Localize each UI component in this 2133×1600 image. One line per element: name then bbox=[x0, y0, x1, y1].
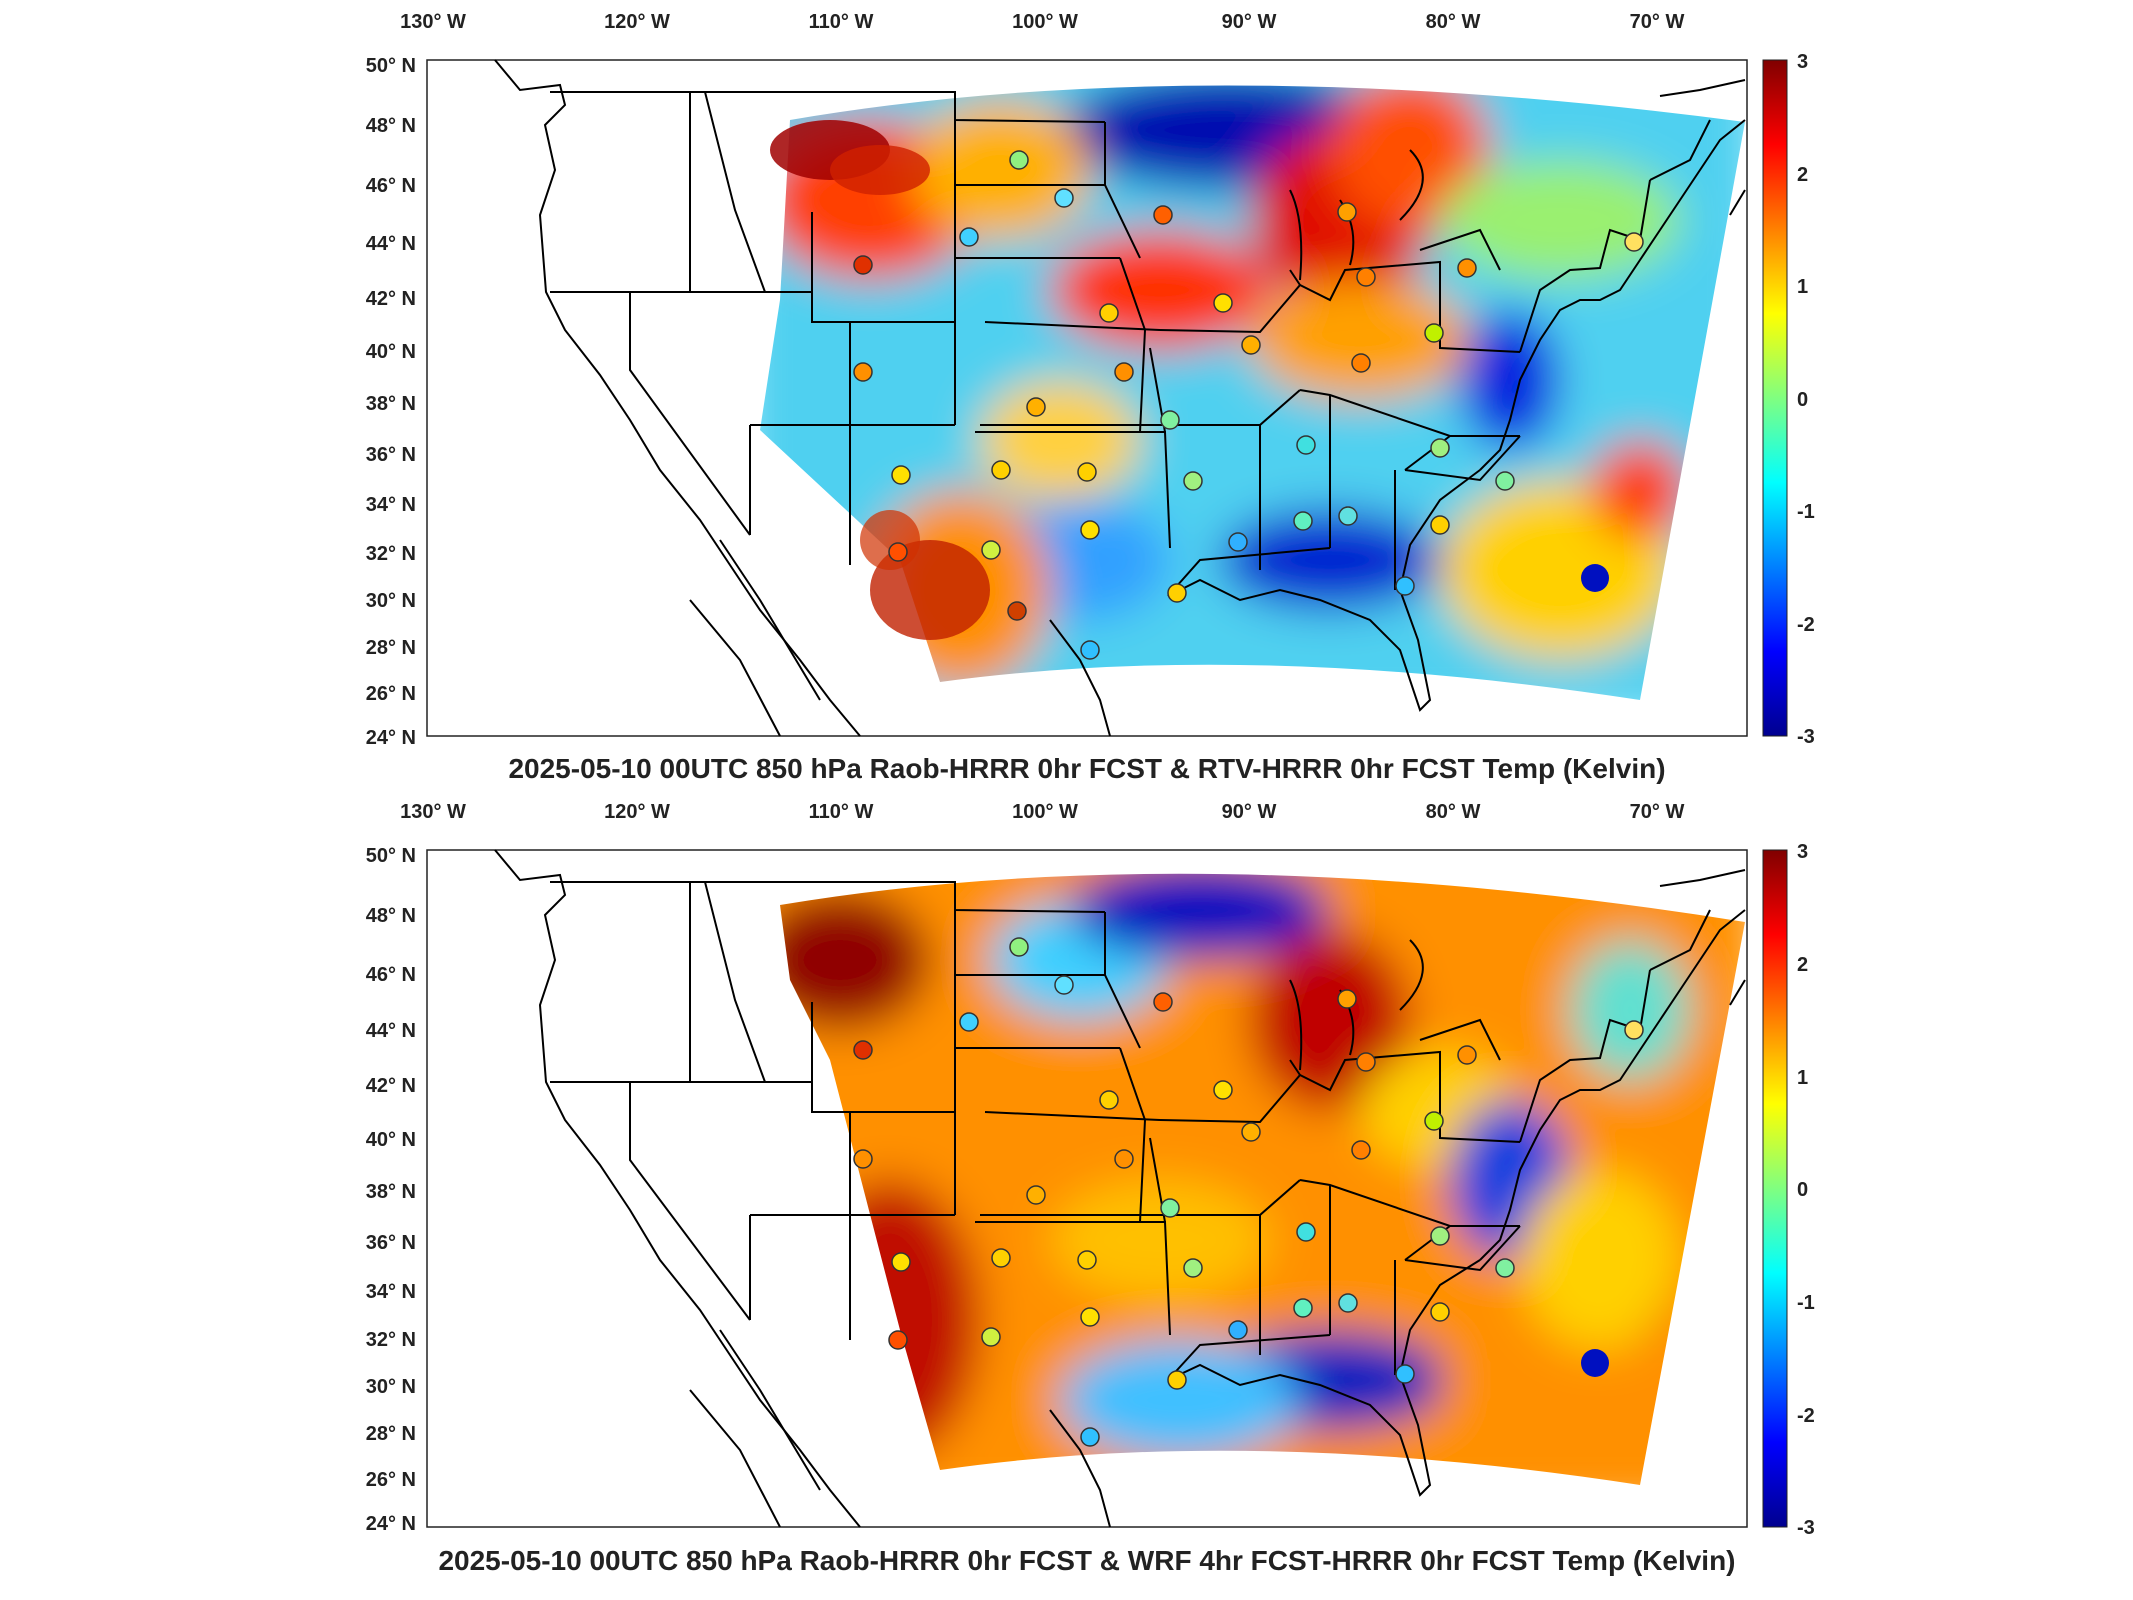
panel-bottom: 130° W 120° W 110° W 100° W 90° W 80° W … bbox=[366, 801, 1815, 1576]
lon-label: 90° W bbox=[1222, 11, 1277, 33]
lon-label: 90° W bbox=[1222, 801, 1277, 823]
lon-label: 110° W bbox=[809, 801, 874, 823]
colorbar-label: -2 bbox=[1797, 614, 1815, 636]
lat-label: 36° N bbox=[366, 444, 416, 466]
colorbar-label: 1 bbox=[1797, 1067, 1808, 1089]
state-borders bbox=[550, 91, 1711, 597]
lon-label: 120° W bbox=[604, 801, 670, 823]
lat-label: 32° N bbox=[366, 543, 416, 565]
lat-label: 24° N bbox=[366, 1513, 416, 1535]
colorbar-gradient bbox=[1762, 59, 1788, 737]
raob-stations bbox=[853, 937, 1644, 1447]
western-speckles bbox=[770, 120, 990, 640]
colorbar-label: 0 bbox=[1797, 389, 1808, 411]
lat-label: 44° N bbox=[366, 1020, 416, 1042]
lon-label: 70° W bbox=[1630, 11, 1685, 33]
lat-label: 42° N bbox=[366, 288, 416, 310]
lat-label: 36° N bbox=[366, 1232, 416, 1254]
lon-label: 80° W bbox=[1426, 801, 1481, 823]
colorbar-label: 0 bbox=[1797, 1179, 1808, 1201]
lat-label: 50° N bbox=[366, 55, 416, 77]
colorbar-label: -1 bbox=[1797, 501, 1815, 523]
lon-label: 110° W bbox=[809, 11, 874, 33]
colorbar: 3 2 1 0 -1 -2 -3 bbox=[1762, 841, 1815, 1539]
lat-label: 32° N bbox=[366, 1329, 416, 1351]
panel-top: 130° W 120° W 110° W 100° W 90° W 80° W … bbox=[366, 11, 1815, 784]
colorbar-label: -3 bbox=[1797, 1517, 1815, 1539]
lat-label: 24° N bbox=[366, 727, 416, 749]
coastlines bbox=[494, 59, 1746, 737]
lat-label: 44° N bbox=[366, 233, 416, 255]
lat-label: 34° N bbox=[366, 1281, 416, 1303]
lat-axis-labels: 50° N 48° N 46° N 44° N 42° N 40° N 38° … bbox=[366, 845, 416, 1535]
temperature-field bbox=[780, 873, 1745, 1485]
lat-label: 46° N bbox=[366, 175, 416, 197]
colorbar-label: 3 bbox=[1797, 51, 1808, 73]
lat-label: 48° N bbox=[366, 115, 416, 137]
lat-label: 50° N bbox=[366, 845, 416, 867]
lon-label: 100° W bbox=[1012, 801, 1078, 823]
lat-label: 34° N bbox=[366, 494, 416, 516]
lat-label: 46° N bbox=[366, 964, 416, 986]
lat-label: 38° N bbox=[366, 1181, 416, 1203]
state-borders bbox=[550, 881, 1711, 1381]
colorbar-label: 2 bbox=[1797, 164, 1808, 186]
lon-axis-labels: 130° W 120° W 110° W 100° W 90° W 80° W … bbox=[400, 801, 1684, 823]
lon-label: 100° W bbox=[1012, 11, 1078, 33]
lat-label: 40° N bbox=[366, 341, 416, 363]
lon-axis-labels: 130° W 120° W 110° W 100° W 90° W 80° W … bbox=[400, 11, 1684, 33]
lon-label: 80° W bbox=[1426, 11, 1481, 33]
coastlines bbox=[494, 849, 1746, 1528]
colorbar-label: -2 bbox=[1797, 1405, 1815, 1427]
lat-label: 28° N bbox=[366, 1423, 416, 1445]
lat-label: 30° N bbox=[366, 590, 416, 612]
lat-axis-labels: 50° N 48° N 46° N 44° N 42° N 40° N 38° … bbox=[366, 55, 416, 749]
lat-label: 26° N bbox=[366, 683, 416, 705]
colorbar-label: 3 bbox=[1797, 841, 1808, 863]
lon-label: 70° W bbox=[1630, 801, 1685, 823]
colorbar-gradient bbox=[1762, 849, 1788, 1528]
lat-label: 40° N bbox=[366, 1129, 416, 1151]
raob-stations bbox=[853, 150, 1644, 660]
colorbar-label: 2 bbox=[1797, 954, 1808, 976]
colorbar-label: -3 bbox=[1797, 726, 1815, 748]
lat-label: 42° N bbox=[366, 1075, 416, 1097]
lat-label: 38° N bbox=[366, 393, 416, 415]
lat-label: 30° N bbox=[366, 1376, 416, 1398]
lat-label: 28° N bbox=[366, 637, 416, 659]
colorbar-label: -1 bbox=[1797, 1292, 1815, 1314]
lat-label: 26° N bbox=[366, 1469, 416, 1491]
colorbar: 3 2 1 0 -1 -2 -3 bbox=[1762, 51, 1815, 748]
lat-label: 48° N bbox=[366, 905, 416, 927]
panel-title: 2025-05-10 00UTC 850 hPa Raob-HRRR 0hr F… bbox=[508, 753, 1665, 784]
lon-label: 130° W bbox=[400, 11, 466, 33]
panel-title: 2025-05-10 00UTC 850 hPa Raob-HRRR 0hr F… bbox=[438, 1545, 1735, 1576]
lon-label: 120° W bbox=[604, 11, 670, 33]
colorbar-label: 1 bbox=[1797, 276, 1808, 298]
lon-label: 130° W bbox=[400, 801, 466, 823]
